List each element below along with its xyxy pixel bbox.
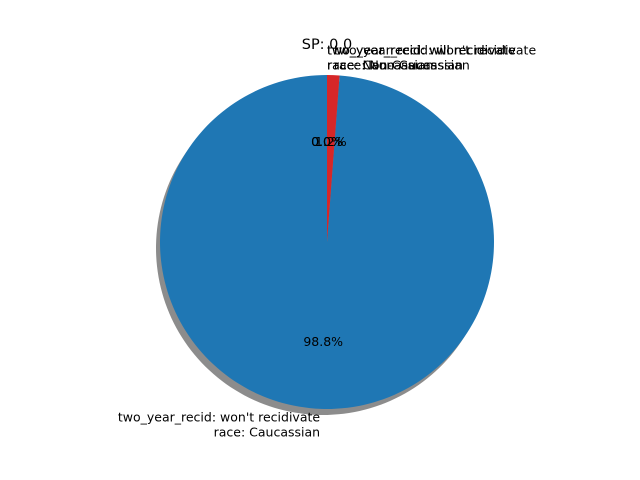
pie-slice-label-line: race: Caucassian (327, 57, 433, 72)
pie-slice-label-line: two_year_recid: will recidivate (327, 42, 516, 57)
pie-percent-label: 0.0% (311, 134, 343, 149)
pie-slice-label: two_year_recid: won't recidivate race: No… (334, 42, 537, 72)
pie-percent-label: 0.0% (311, 134, 343, 149)
pie-percent-label: 1.2% (315, 134, 347, 149)
chart-title: SP: 0.0 (302, 37, 353, 53)
pie-slice (327, 75, 340, 242)
pie-slice-label: two_year_recid: will recidivate race: Cau… (327, 42, 516, 72)
pie-slices (160, 75, 494, 409)
pie-slice-label-line: two_year_recid: won't recidivate (334, 42, 537, 57)
pie-slice-labels: two_year_recid: won't recidivate race: Ca… (118, 42, 537, 439)
pie-slice-label: two_year_recid: won't recidivate race: Ca… (118, 410, 321, 440)
pie-slice-label-line: race: Non-Caucassian (327, 57, 463, 72)
pie-slice-label-line: race: Caucassian (214, 425, 320, 440)
pie-percent-label: 98.8% (303, 334, 343, 349)
pie-slice-label-line: two_year_recid: will recidivate (327, 42, 516, 57)
pie-slice-label-line: race: Non-Caucassian (334, 57, 470, 72)
pie-percent-labels: 98.8%1.2%0.0%0.0% (303, 134, 346, 349)
pie-slice-label: two_year_recid: will recidivate race: Non… (327, 42, 516, 72)
pie-slice-label-line: two_year_recid: won't recidivate (118, 410, 321, 425)
